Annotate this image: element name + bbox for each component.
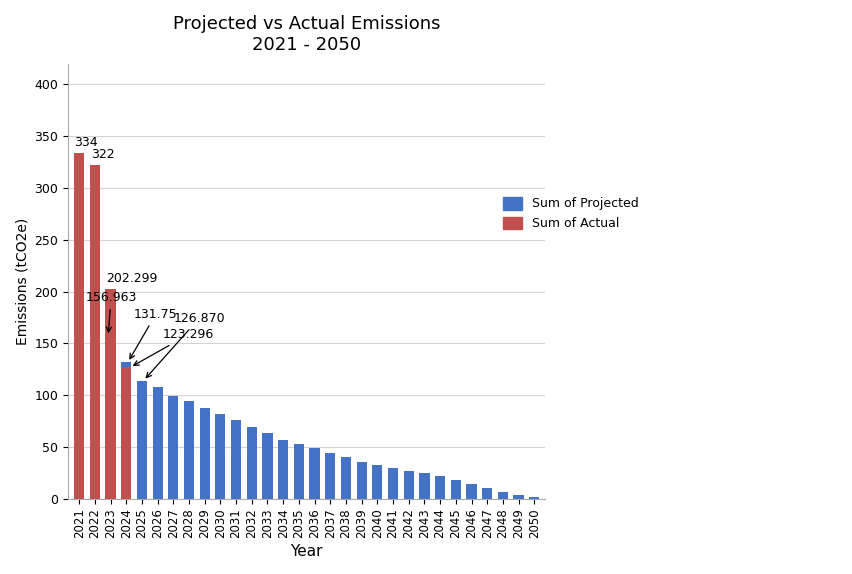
Bar xyxy=(403,471,413,499)
Bar xyxy=(121,362,131,499)
Title: Projected vs Actual Emissions
2021 - 2050: Projected vs Actual Emissions 2021 - 205… xyxy=(173,15,440,54)
Bar xyxy=(513,495,523,499)
Text: 156.963: 156.963 xyxy=(85,291,136,332)
Bar xyxy=(153,387,163,499)
Bar xyxy=(262,433,273,499)
Text: 126.870: 126.870 xyxy=(146,312,225,378)
Y-axis label: Emissions (tCO2e): Emissions (tCO2e) xyxy=(15,218,29,345)
Bar xyxy=(168,396,178,499)
Bar xyxy=(199,408,210,499)
Text: 334: 334 xyxy=(74,135,98,149)
Bar xyxy=(528,497,538,499)
Bar xyxy=(278,440,288,499)
Bar xyxy=(466,484,476,499)
Text: 131.75: 131.75 xyxy=(130,308,177,359)
Bar xyxy=(356,461,366,499)
Bar xyxy=(106,289,116,499)
Bar xyxy=(215,414,225,499)
Bar xyxy=(293,444,303,499)
Legend: Sum of Projected, Sum of Actual: Sum of Projected, Sum of Actual xyxy=(498,192,643,235)
Bar xyxy=(74,153,84,499)
Bar xyxy=(450,480,460,499)
Bar xyxy=(121,367,131,499)
Bar xyxy=(184,401,194,499)
Bar xyxy=(325,453,335,499)
Bar xyxy=(246,428,256,499)
Bar xyxy=(106,336,116,499)
Bar xyxy=(498,491,508,499)
Bar xyxy=(371,465,382,499)
Bar xyxy=(89,165,100,499)
Bar xyxy=(481,488,492,499)
X-axis label: Year: Year xyxy=(291,544,323,559)
Bar xyxy=(341,457,351,499)
Bar xyxy=(309,448,320,499)
Bar xyxy=(419,473,429,499)
Bar xyxy=(388,468,398,499)
Bar xyxy=(89,165,100,499)
Bar xyxy=(435,476,445,499)
Bar xyxy=(231,420,241,499)
Text: 202.299: 202.299 xyxy=(106,272,157,285)
Bar xyxy=(74,153,84,499)
Text: 322: 322 xyxy=(91,148,114,161)
Bar xyxy=(136,381,147,499)
Text: 123.296: 123.296 xyxy=(134,328,213,365)
